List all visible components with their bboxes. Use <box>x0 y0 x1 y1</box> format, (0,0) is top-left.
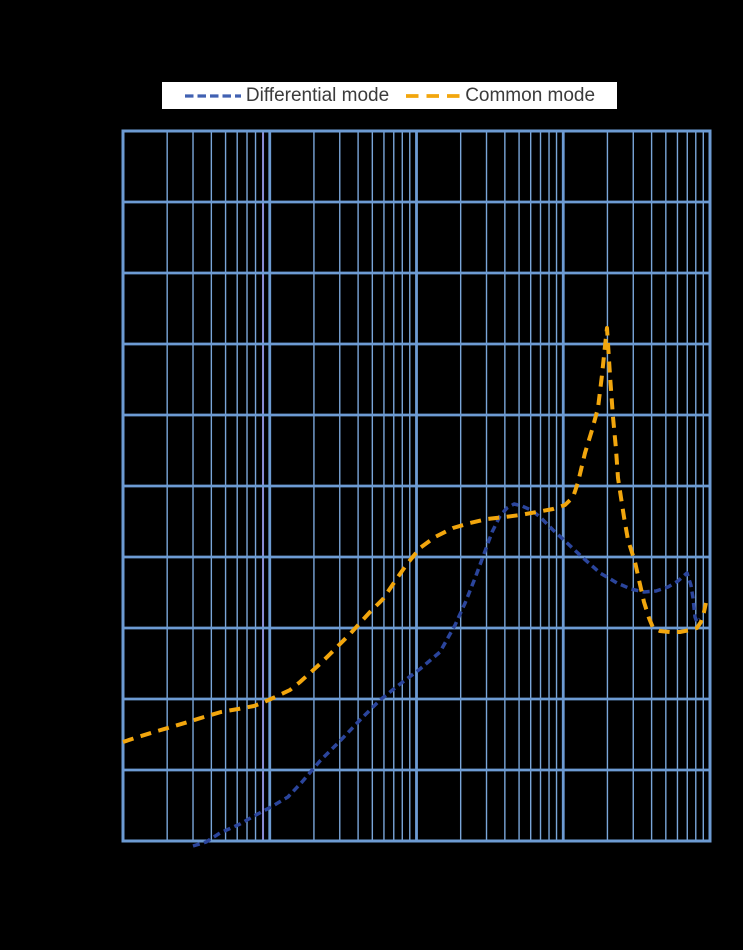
legend-label-common-mode: Common mode <box>465 85 596 106</box>
legend-line-sample-common <box>406 93 461 98</box>
legend-label-differential-mode: Differential mode <box>245 85 390 106</box>
chart-legend: Differential mode Common mode <box>162 82 617 109</box>
plot-border <box>121 129 712 843</box>
legend-item-common-mode: Common mode <box>405 86 595 105</box>
series-curve-differential-mode <box>192 502 702 848</box>
legend-line-sample-differential <box>184 93 241 98</box>
series-curve-common-mode <box>122 326 708 744</box>
legend-item-differential-mode: Differential mode <box>184 86 389 105</box>
